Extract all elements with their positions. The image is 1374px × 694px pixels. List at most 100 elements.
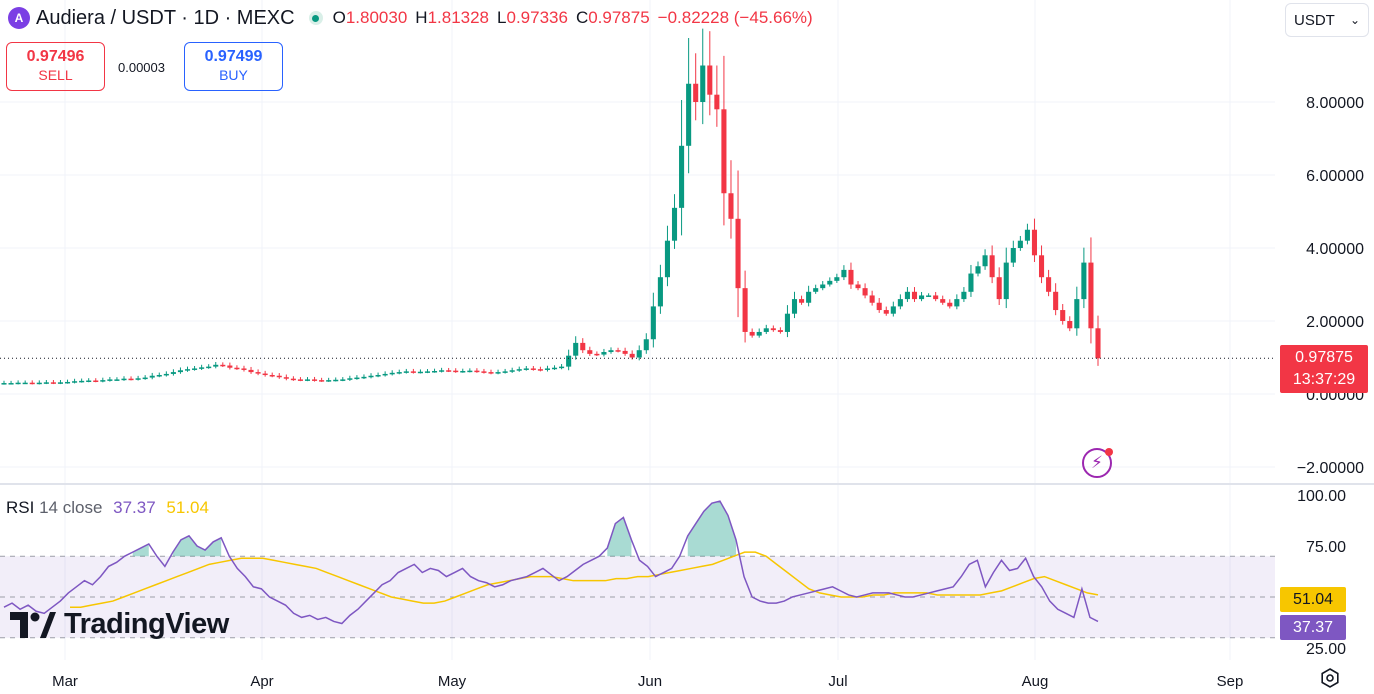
price-tick-label: 8.00000 [1306,95,1364,112]
candle [15,380,21,385]
candle-body [460,371,466,373]
current-price-tag: 0.97875 13:37:29 [1280,345,1368,393]
candle [650,292,656,348]
candle-body [919,295,925,300]
candle [248,366,254,374]
sell-price: 0.97496 [26,48,85,65]
tradingview-logo[interactable]: TradingView [10,608,229,641]
candle-body [304,379,311,381]
time-tick-label: Jun [638,673,662,690]
candle-body [855,284,861,289]
rsi-tick-label: 25.00 [1306,641,1346,658]
time-tick-label: Mar [52,673,78,690]
candle-body [128,378,134,381]
symbol-title[interactable]: Audiera / USDT · 1D · MEXC [36,6,295,29]
candle-body [312,379,318,381]
candle [777,327,783,334]
rsi-line [3,500,1099,625]
candle [403,368,409,374]
candle-body [629,353,635,358]
candle-body [537,369,543,371]
candle-body [297,379,303,381]
candle-body [382,373,388,376]
candle [756,328,762,338]
candle [333,377,339,382]
candle-body [206,366,212,369]
candle [446,367,452,373]
candle-body [135,378,141,380]
rsi-legend[interactable]: RSI 14 close 37.37 51.04 [6,498,209,518]
candle [36,380,42,385]
candle-body [742,288,748,332]
candle [417,369,423,374]
candle [580,338,586,354]
candle-body [163,373,169,376]
candle-body [368,375,374,378]
candle [749,328,755,338]
candle [64,379,71,384]
candle-body [57,382,64,384]
candle-body [580,342,586,351]
candle [79,378,85,383]
candle [834,273,840,283]
candle-body [594,353,600,356]
price-tick-label: −2.00000 [1297,460,1364,477]
candle-body [1074,299,1080,329]
candle [1067,316,1073,332]
candle [276,373,282,379]
candle-body [1,383,7,385]
candle-body [319,380,325,382]
candle-body [410,371,416,373]
candle [439,367,445,373]
candle-body [834,277,840,281]
settings-gear-icon[interactable] [1320,668,1340,688]
sell-button[interactable]: 0.97496 SELL [6,42,105,91]
candle [566,349,572,371]
candle-body [1038,255,1045,278]
candle [474,368,480,373]
candle-body [636,350,642,358]
candle-body [975,266,981,274]
time-tick-label: Jul [828,673,847,690]
candle-body [114,379,120,381]
candle-body [453,370,459,373]
candle [784,305,790,338]
candle-body [516,369,522,371]
candle [340,377,346,382]
candle [319,377,325,382]
candle [657,264,663,314]
candle-body [566,355,572,367]
candle [728,160,734,239]
candle [615,347,621,353]
candle [947,299,953,309]
candle [707,31,713,116]
candle-body [495,372,501,374]
candle [693,53,699,121]
candle [721,55,727,226]
live-dot-icon [308,11,323,25]
currency-select[interactable]: USDT ⌄ [1285,3,1369,37]
notification-dot [1105,448,1113,456]
candle-body [806,291,812,303]
candle [919,291,925,302]
price-tick-label: 2.00000 [1306,314,1364,331]
candle [799,295,805,305]
buy-button[interactable]: 0.97499 BUY [184,42,283,91]
candle [396,369,402,375]
candle [1074,286,1080,336]
current-price-value: 0.97875 [1295,349,1353,366]
bolt-icon[interactable]: ⚡ [1082,448,1113,478]
candle-body [199,367,205,369]
candle-body [601,352,607,355]
candle [1095,315,1101,366]
candle-body [686,83,692,146]
candle-body [559,366,565,369]
candle-body [721,109,727,194]
candle [643,333,649,354]
candle-body [608,350,614,353]
rsi-pane: 100.00 75.00 25.00 [0,488,1346,658]
candle-body [184,369,191,371]
candle-body [72,381,78,383]
rsi-ma-value: 51.04 [166,498,209,517]
